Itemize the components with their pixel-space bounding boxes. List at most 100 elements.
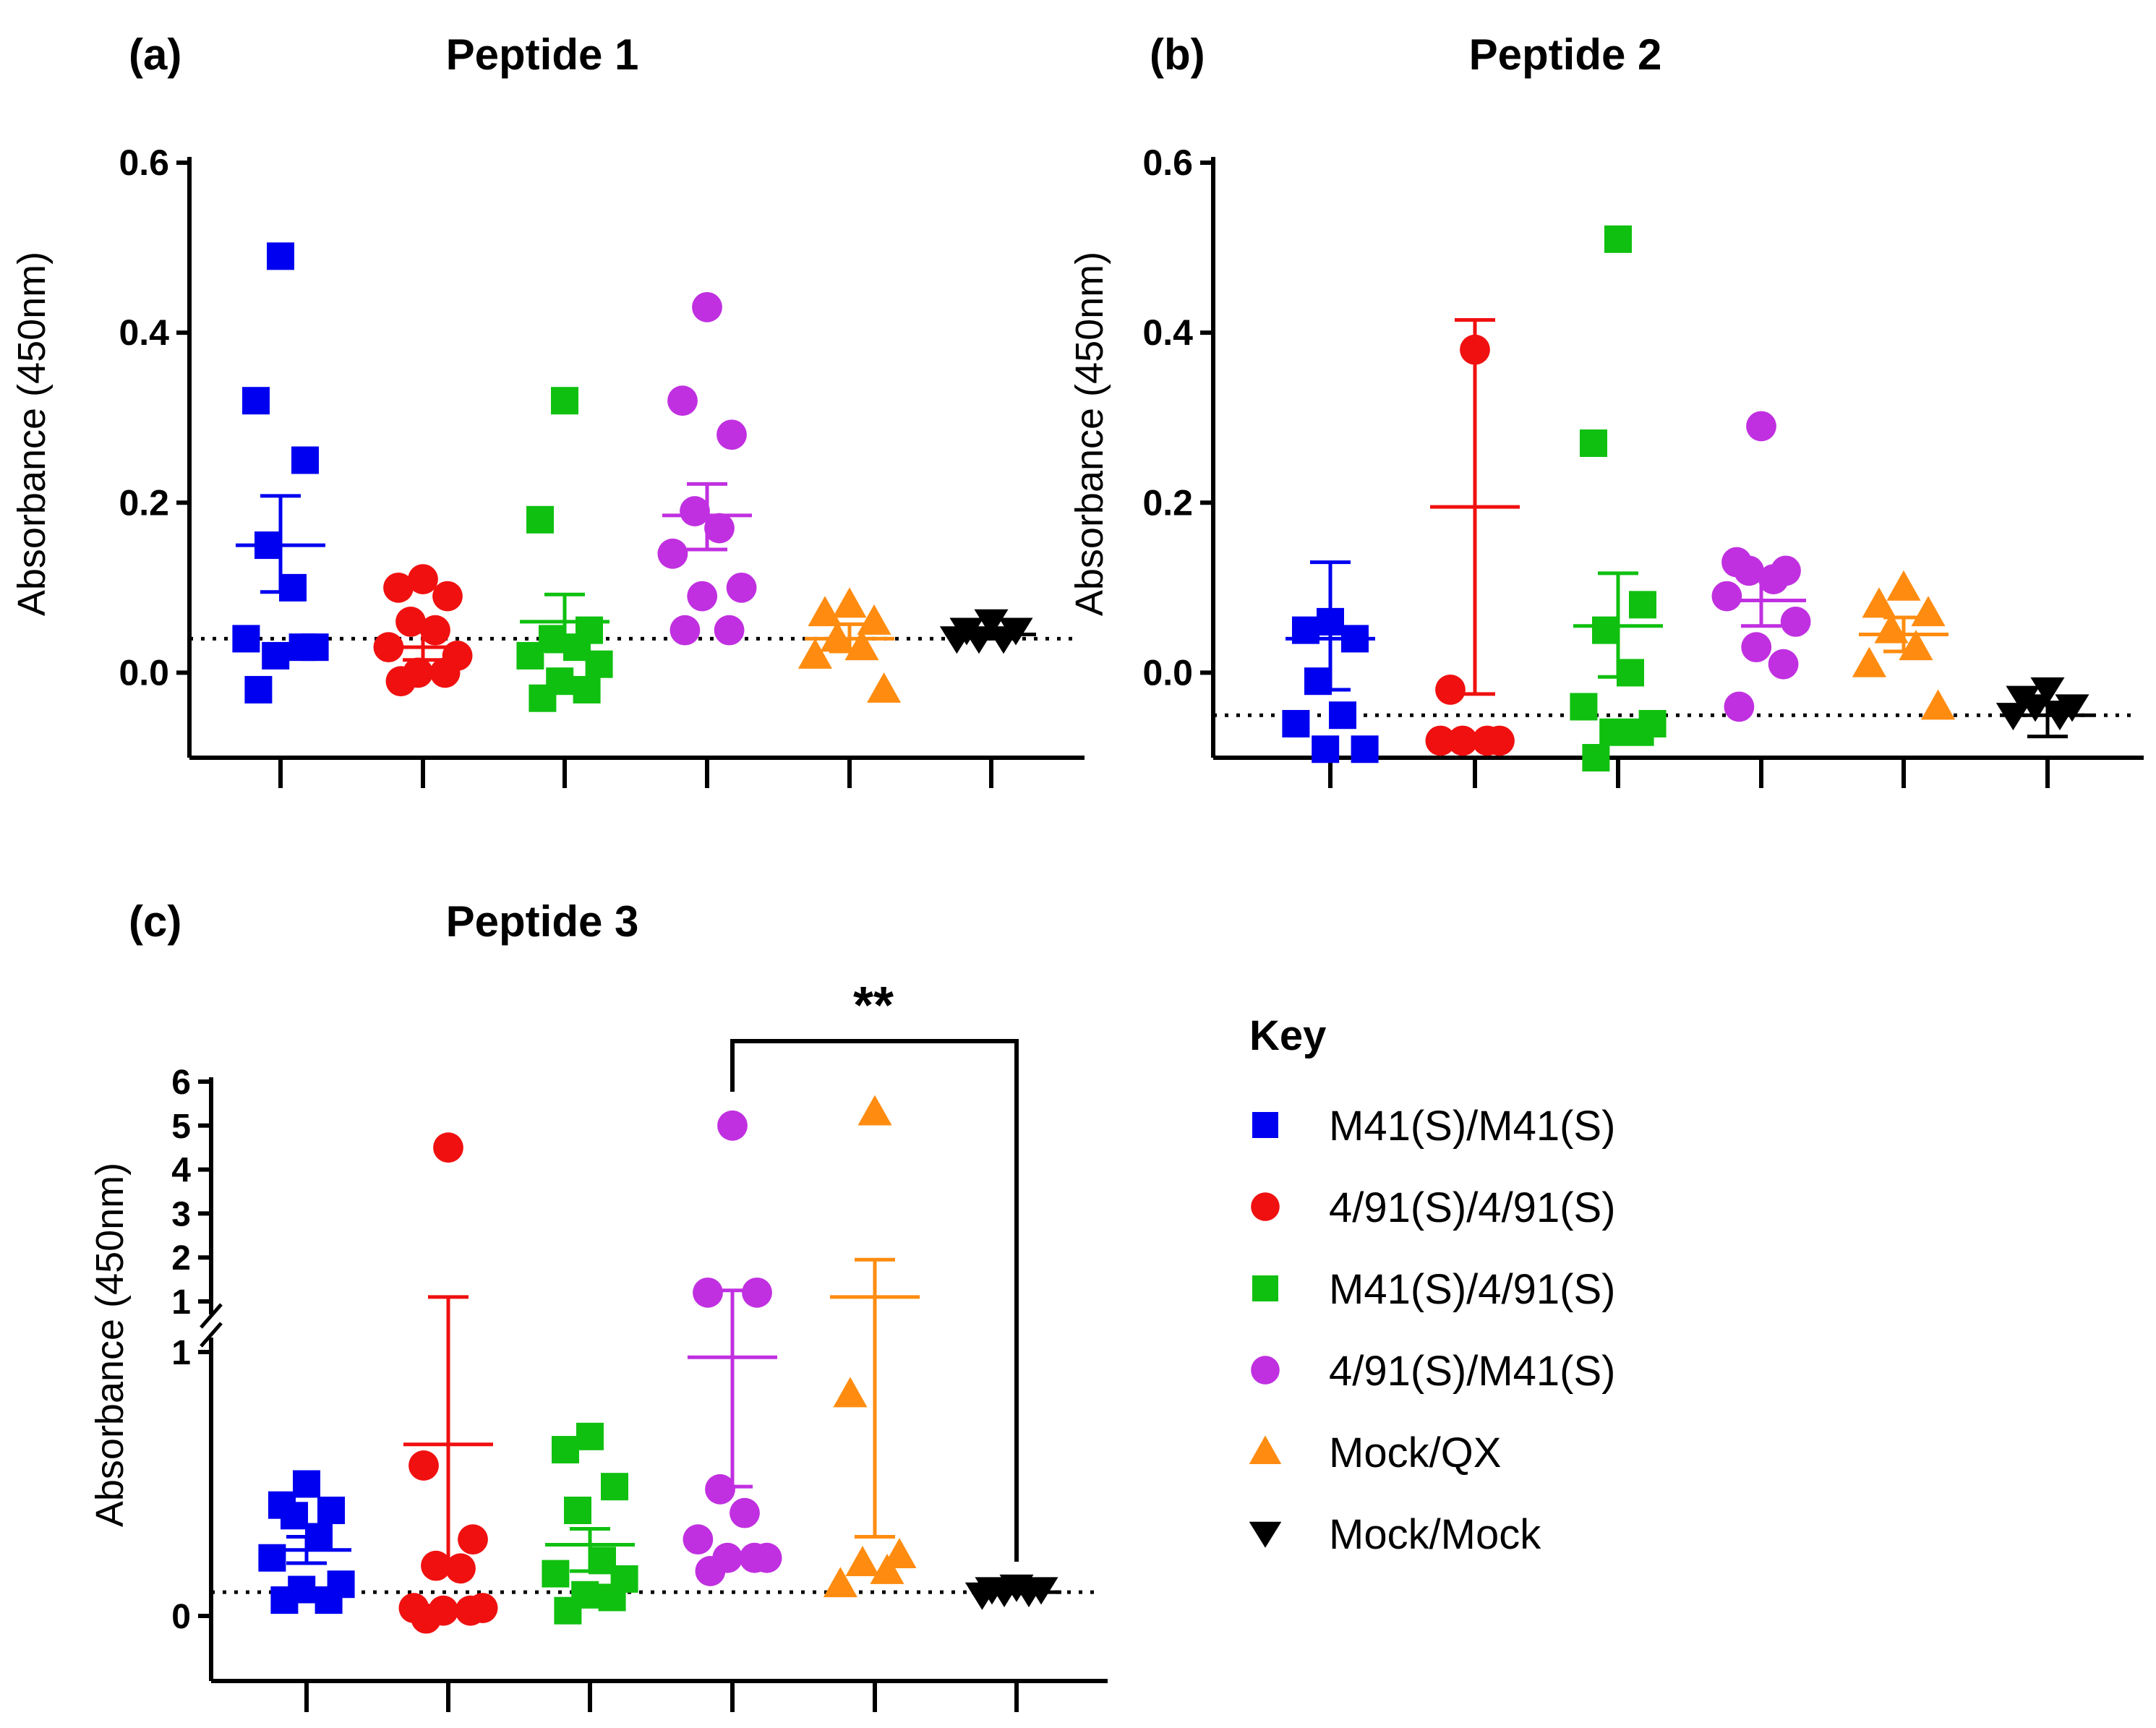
axes-1: 0.0 0.2 0.4 0.6	[1142, 142, 2144, 788]
data-point	[857, 1095, 892, 1126]
data-point	[705, 1473, 735, 1505]
data-point	[1768, 649, 1799, 680]
data-point	[739, 1542, 770, 1573]
data-point	[564, 1497, 591, 1524]
y-tick-label: 0.2	[119, 482, 169, 523]
group-mock-qx	[1852, 570, 1956, 720]
legend-item-m41-s-m41-s: M41(S)/M41(S)	[1252, 1103, 1615, 1150]
data-point	[242, 387, 270, 415]
y-axis-label-b: Absorbance (450nm)	[1068, 252, 1111, 616]
group-mock-qx	[797, 587, 902, 703]
data-point	[421, 1550, 451, 1581]
data-point	[411, 1603, 442, 1634]
data-point	[270, 1586, 299, 1614]
data-point	[1604, 225, 1632, 253]
data-point	[542, 1560, 570, 1588]
legend-label: M41(S)/M41(S)	[1329, 1103, 1615, 1150]
data-point	[2030, 677, 2065, 705]
axis-break-mark	[200, 1303, 223, 1329]
data-point	[657, 538, 688, 569]
data-point	[429, 657, 461, 688]
data-point	[1921, 689, 1956, 720]
data-point	[554, 1596, 582, 1625]
y-tick-label: 6	[171, 1064, 191, 1102]
data-point	[730, 1497, 760, 1528]
data-point	[291, 446, 319, 474]
data-point	[526, 505, 554, 534]
data-point	[1582, 744, 1610, 771]
group-4-91-s-4-91-s	[398, 1132, 498, 1634]
data-point	[267, 242, 294, 270]
data-point	[808, 596, 842, 627]
data-point	[670, 615, 701, 646]
data-point	[717, 1110, 748, 1141]
data-point	[1312, 735, 1340, 764]
data-point	[408, 564, 438, 594]
group-mock-qx	[823, 1095, 920, 1598]
data-point	[870, 1554, 904, 1584]
group-m41-s-4-91-s	[542, 1422, 638, 1625]
legend-item-4-91-s-4-91-s: 4/91(S)/4/91(S)	[1251, 1184, 1616, 1231]
data-point	[529, 684, 557, 712]
significance-label: **	[853, 977, 894, 1035]
data-point	[857, 604, 891, 635]
y-axis-label-c: Absorbance (450nm)	[88, 1163, 132, 1527]
data-point	[716, 419, 747, 450]
data-point	[288, 633, 317, 662]
data-point	[585, 650, 613, 678]
legend-item-mock-mock: Mock/Mock	[1249, 1511, 1541, 1558]
panel-title-peptide-3: Peptide 3	[446, 897, 639, 946]
panel-label-a: (a)	[129, 30, 181, 79]
data-point	[695, 1556, 726, 1586]
y-tick-label: 0.2	[1142, 482, 1193, 523]
data-point	[1447, 725, 1478, 756]
legend-label: Mock/Mock	[1329, 1511, 1541, 1558]
group-mock-mock	[964, 1574, 1061, 1610]
y-tick-label: 3	[171, 1195, 191, 1233]
data-point	[244, 675, 273, 703]
data-point	[693, 1277, 723, 1308]
data-point	[867, 672, 902, 703]
data-point	[680, 496, 710, 526]
data-point	[232, 625, 260, 653]
data-point	[687, 581, 718, 612]
data-point	[1746, 411, 1776, 442]
y-axis-label-a: Absorbance (450nm)	[10, 252, 54, 616]
data-point	[1629, 591, 1656, 619]
legend: Key M41(S)/M41(S) 4/91(S)/4/91(S) M41(S)/4…	[1249, 1012, 1616, 1558]
group-4-91-s-4-91-s	[373, 564, 473, 697]
legend-marker-icon	[1252, 1275, 1278, 1301]
data-point	[1351, 735, 1379, 764]
data-point	[1862, 587, 1896, 618]
data-point	[455, 1595, 486, 1626]
y-tick-label: 0.4	[119, 312, 169, 353]
legend-marker-icon	[1252, 1112, 1278, 1138]
data-point	[704, 513, 735, 544]
panel-a: (a) Peptide 1 Absorbance (450nm) 0.00.20…	[10, 30, 1085, 788]
data-point	[1425, 725, 1456, 756]
data-point	[1724, 691, 1755, 722]
significance-bracket	[730, 1039, 1019, 1562]
data-point	[598, 1583, 626, 1612]
data-point	[1617, 659, 1644, 687]
data-point	[573, 675, 601, 703]
group-mock-mock	[939, 609, 1036, 654]
data-point	[1711, 581, 1742, 612]
data-point	[315, 1586, 343, 1614]
legend-marker-icon	[1249, 1521, 1282, 1548]
axes-c: 1 2 3 4 5 6 0 1	[171, 1064, 1108, 1712]
legend-label: 4/91(S)/M41(S)	[1329, 1348, 1615, 1395]
y-tick-label: 4	[171, 1152, 191, 1190]
data-point	[432, 581, 463, 612]
legend-marker-icon	[1251, 1192, 1280, 1221]
panel-b: (b) Peptide 2 Absorbance (450nm) 0.00.20…	[1068, 30, 2144, 788]
data-point	[1599, 718, 1627, 746]
y-tick-label: 5	[171, 1108, 191, 1146]
data-point	[408, 1450, 439, 1481]
data-point	[576, 1422, 604, 1450]
data-point	[1472, 725, 1502, 756]
y-tick-label: 1	[171, 1334, 191, 1372]
y-tick-label: 0.0	[1142, 652, 1193, 693]
data-point	[1626, 718, 1654, 746]
data-point	[383, 572, 414, 603]
